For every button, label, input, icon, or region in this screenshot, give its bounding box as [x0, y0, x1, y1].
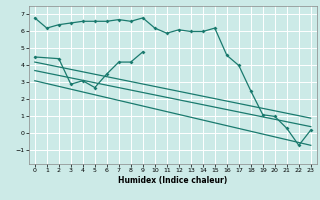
X-axis label: Humidex (Indice chaleur): Humidex (Indice chaleur)	[118, 176, 228, 185]
